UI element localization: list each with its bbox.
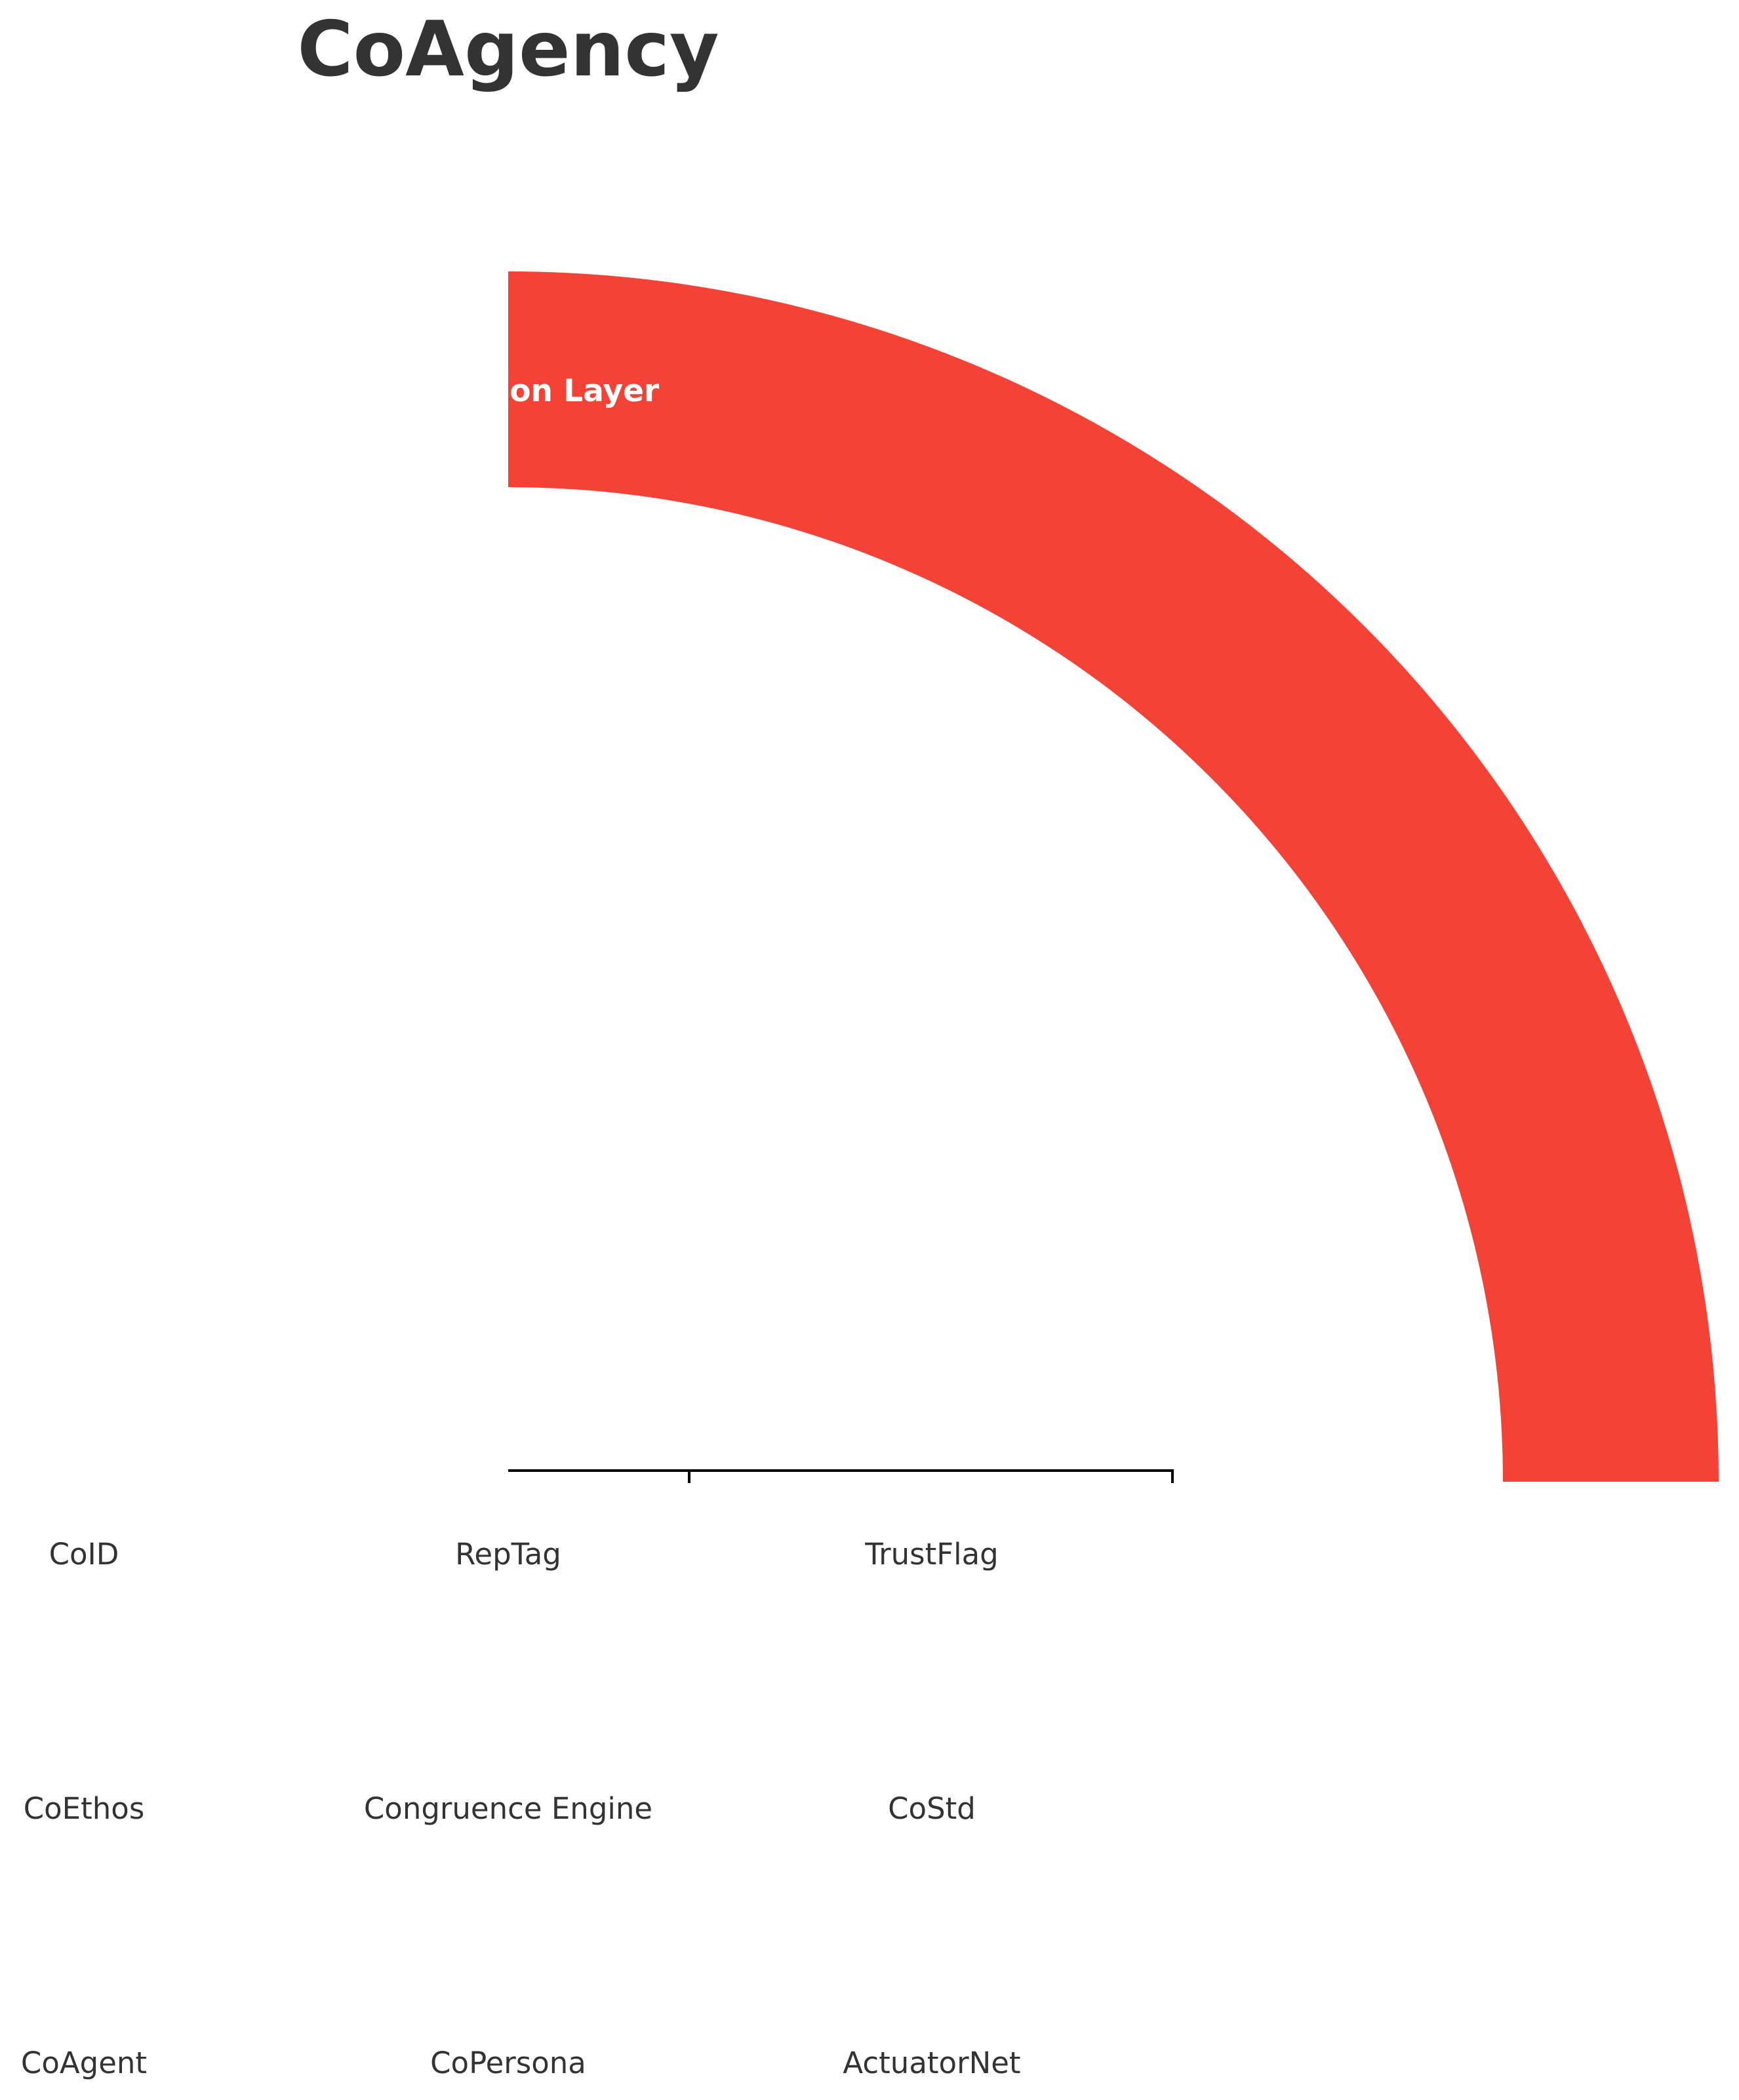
node-actuatornet: ActuatorNet <box>843 2046 1020 2080</box>
axis <box>508 1469 1174 1483</box>
node-trustflag: TrustFlag <box>864 1537 999 1572</box>
integration-layer-band <box>508 271 1719 1482</box>
node-costd: CoStd <box>888 1791 976 1826</box>
node-grid: CoID RepTag TrustFlag CoEthos Congruence… <box>21 1537 1021 2080</box>
node-coethos: CoEthos <box>24 1791 145 1826</box>
node-coid: CoID <box>49 1537 119 1572</box>
integration-layer-label: Integration Layer <box>357 373 660 409</box>
node-copersona: CoPersona <box>430 2046 586 2080</box>
node-reptag: RepTag <box>455 1537 561 1572</box>
diagram-title: CoAgency <box>297 5 719 94</box>
node-coagent: CoAgent <box>21 2046 147 2080</box>
node-congruence-engine: Congruence Engine <box>364 1791 652 1826</box>
